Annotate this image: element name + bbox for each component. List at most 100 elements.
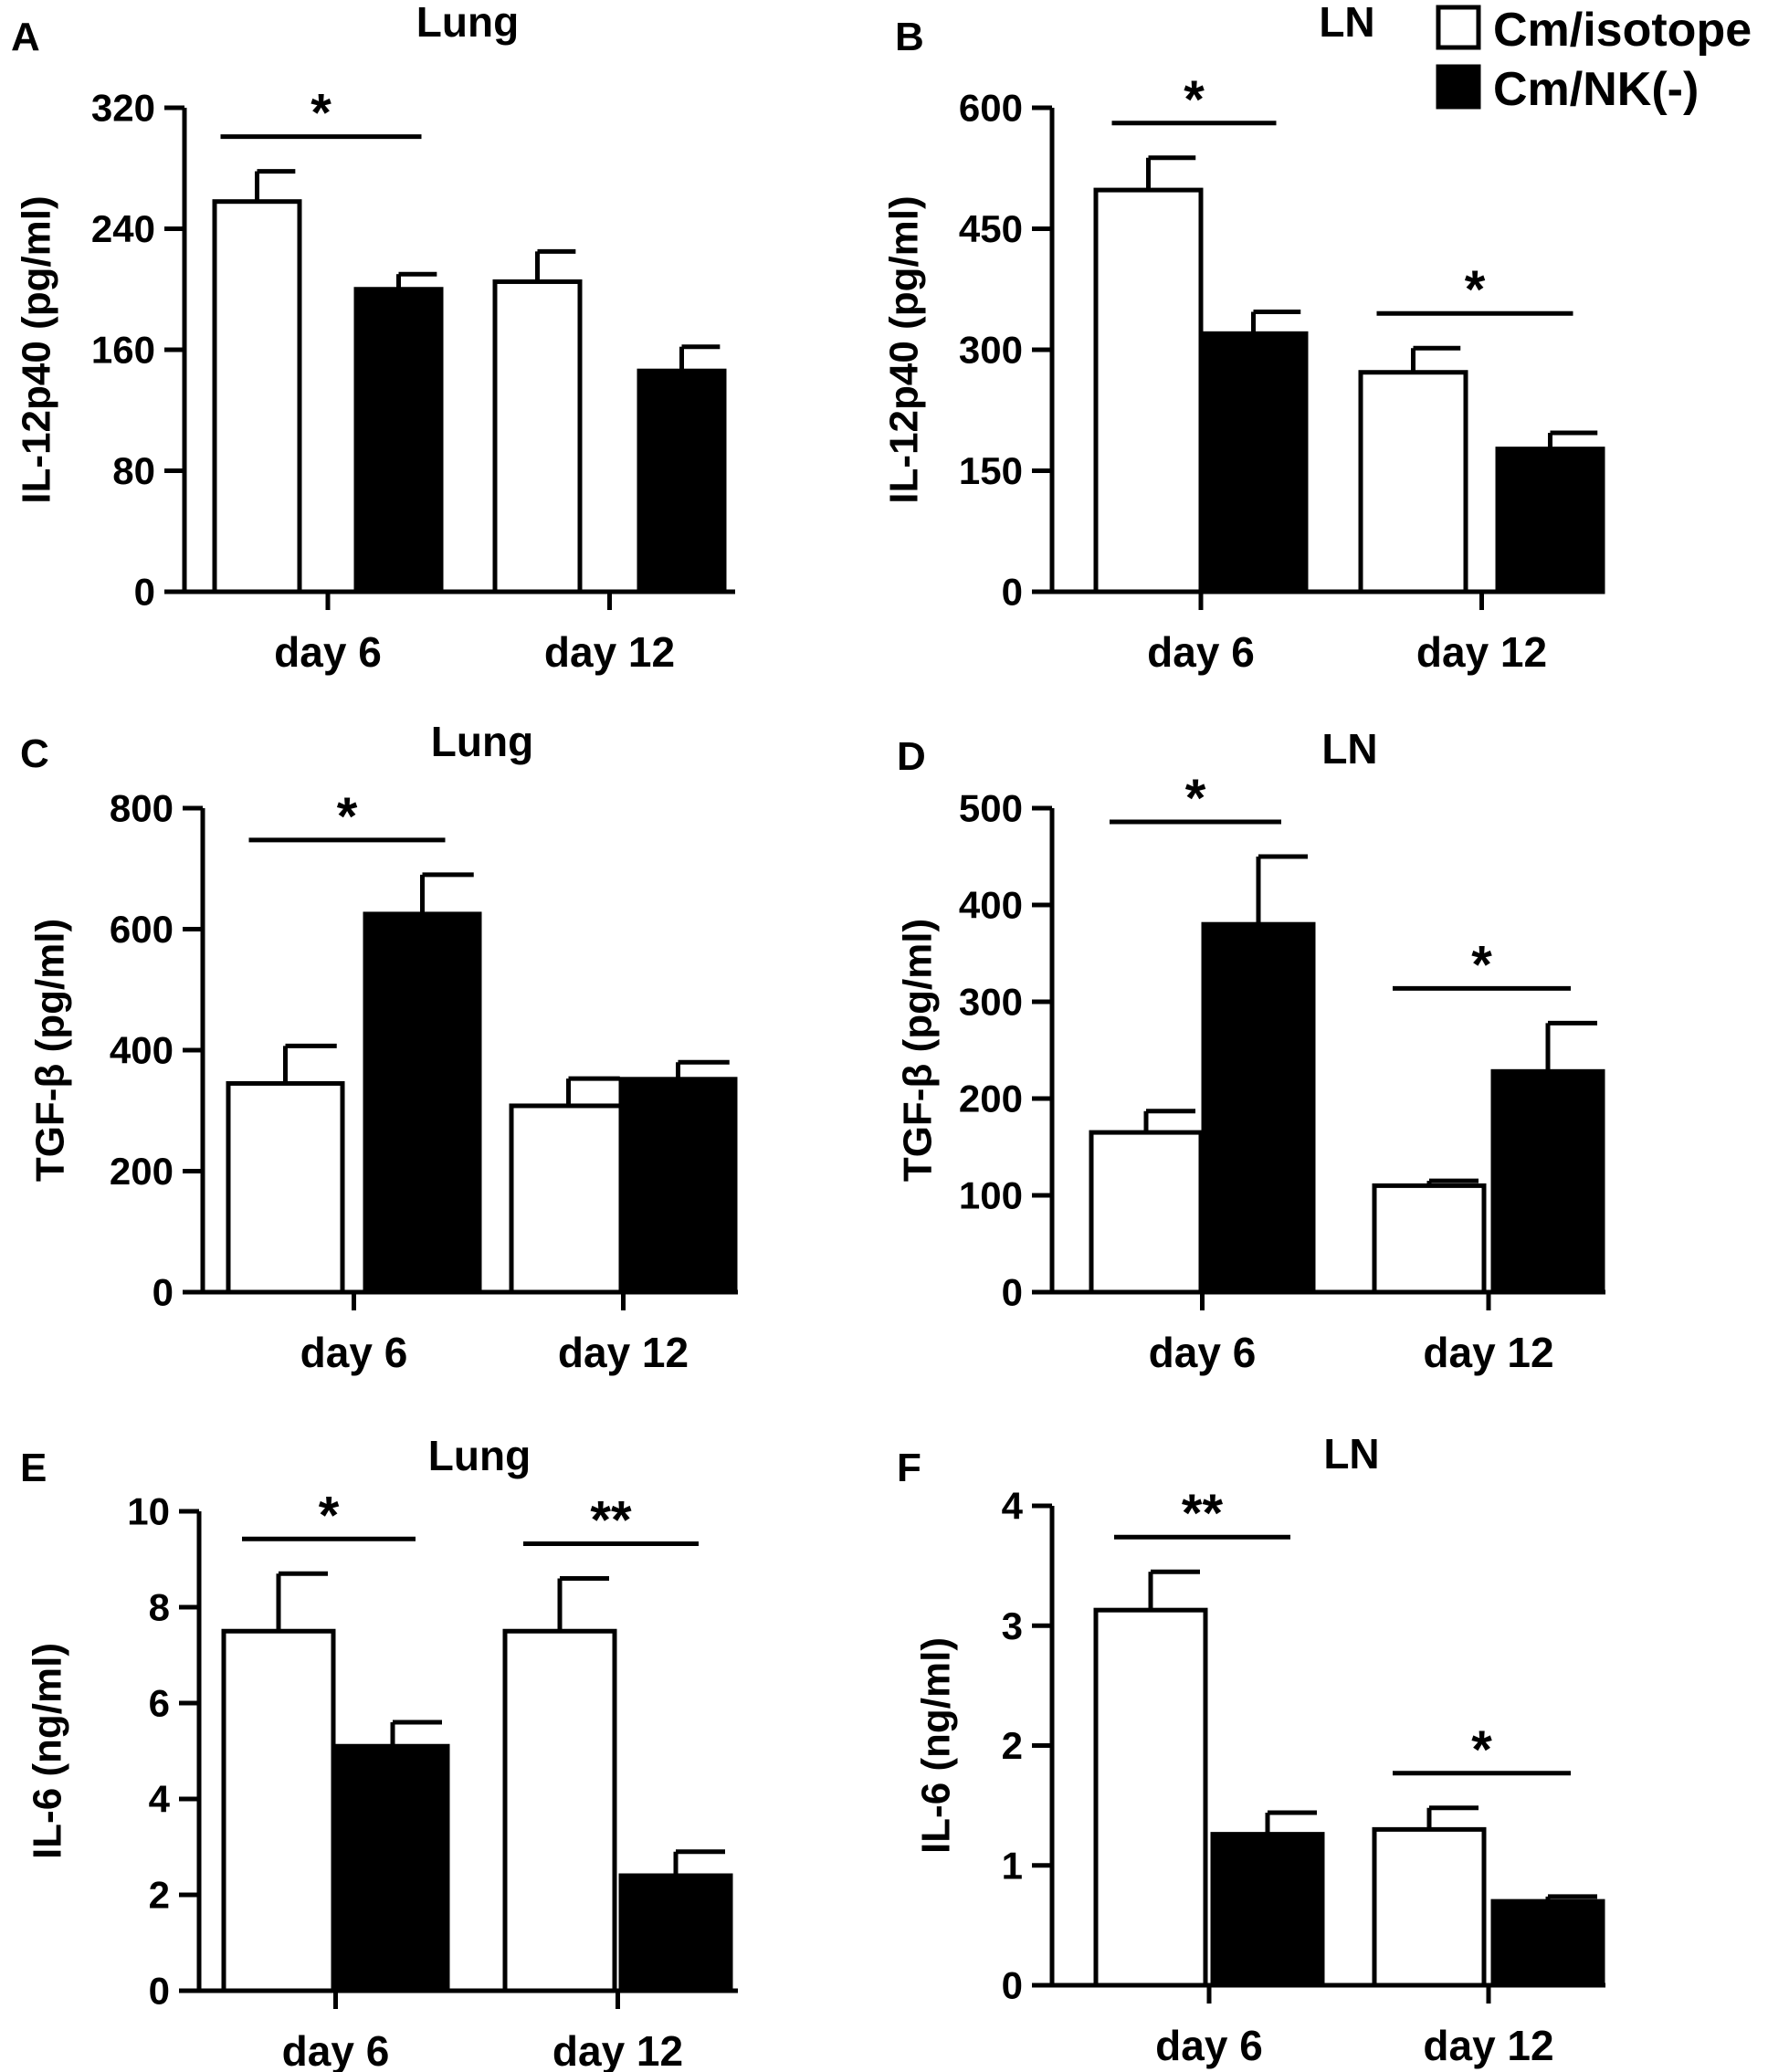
- bar-cm-nk-day-12: [618, 1077, 738, 1295]
- y-tick-label: 10: [127, 1490, 170, 1533]
- bar-cm-nk-day-12: [1490, 1898, 1605, 1988]
- legend-swatch-cm-isotope: [1436, 5, 1481, 50]
- bar-cm-isotope-day-12: [1372, 1826, 1487, 1988]
- x-tick-label: day 12: [1423, 2022, 1553, 2069]
- significance-marker: *: [1471, 935, 1492, 994]
- y-tick-label: 100: [959, 1174, 1023, 1217]
- y-tick-label: 0: [1002, 1271, 1023, 1314]
- bar-cm-nk-day-6: [1198, 331, 1309, 594]
- y-tick-label: 2: [149, 1874, 170, 1917]
- panel-letter: B: [895, 15, 924, 59]
- x-tick-label: day 12: [1423, 1329, 1553, 1376]
- panel-a: A Lung IL-12p40 (pg/ml) 0 80 160 240 320 day 6 da…: [11, 0, 735, 676]
- bar-cm-nk-day-12: [1495, 447, 1605, 594]
- bar-cm-isotope-day-12: [509, 1103, 628, 1295]
- y-tick-label: 0: [1002, 1964, 1023, 2007]
- y-tick-label: 160: [91, 329, 155, 372]
- significance-marker: *: [1185, 769, 1206, 828]
- bar-cm-nk-day-12: [1490, 1068, 1605, 1295]
- y-axis-title: IL-6 (ng/ml): [914, 1637, 959, 1854]
- panel-c: C Lung TGF-β (pg/ml) 0 200 400 600 800 day 6 day …: [20, 718, 738, 1376]
- panel-letter: F: [897, 1446, 921, 1490]
- bar-cm-nk-day-6: [353, 287, 444, 594]
- y-tick-label: 3: [1002, 1604, 1023, 1647]
- panel-letter: A: [11, 15, 40, 59]
- bar-cm-isotope-day-6: [1093, 187, 1204, 594]
- y-tick-label: 80: [112, 449, 155, 492]
- bar-cm-isotope-day-12: [1358, 370, 1468, 594]
- bar-cm-isotope-day-6: [212, 199, 302, 594]
- panel-d: D LN TGF-β (pg/ml) 0 100 200 300 400 500 day 6 day…: [896, 725, 1605, 1376]
- y-tick-label: 0: [1002, 571, 1023, 614]
- panel-title: LN: [1323, 1430, 1379, 1478]
- legend-swatch-cm-nk: [1436, 64, 1481, 110]
- x-tick-label: day 6: [300, 1329, 408, 1376]
- y-tick-label: 450: [959, 207, 1023, 250]
- panel-letter: E: [20, 1446, 47, 1490]
- panel-title: Lung: [431, 718, 533, 765]
- y-tick-label: 400: [959, 884, 1023, 927]
- y-tick-label: 150: [959, 449, 1023, 492]
- x-tick-label: day 6: [282, 2027, 390, 2072]
- x-tick-label: day 6: [1147, 628, 1255, 676]
- x-tick-label: day 6: [1149, 1329, 1257, 1376]
- y-tick-label: 300: [959, 981, 1023, 1024]
- y-axis-title: IL-12p40 (pg/ml): [882, 195, 927, 503]
- bar-cm-nk-day-6: [1201, 921, 1316, 1295]
- bar-cm-isotope-day-6: [1089, 1130, 1204, 1295]
- bar-cm-isotope-day-12: [492, 279, 583, 594]
- x-tick-label: day 12: [552, 2027, 683, 2072]
- x-tick-label: day 12: [558, 1329, 689, 1376]
- panel-title: Lung: [416, 0, 519, 46]
- y-tick-label: 8: [149, 1586, 170, 1629]
- bar-cm-isotope-day-6: [226, 1080, 345, 1295]
- y-tick-label: 200: [110, 1150, 174, 1193]
- y-tick-label: 600: [959, 87, 1023, 130]
- y-tick-label: 320: [91, 87, 155, 130]
- panel-title: LN: [1321, 725, 1377, 773]
- bar-cm-nk-day-12: [618, 1873, 733, 1993]
- y-tick-label: 0: [149, 1970, 170, 2013]
- panel-title: Lung: [428, 1432, 531, 1479]
- y-tick-label: 1: [1002, 1844, 1023, 1887]
- significance-marker: *: [1471, 1720, 1492, 1780]
- legend-label-cm-nk: Cm/NK(-): [1493, 63, 1699, 116]
- panel-b: B LN IL-12p40 (pg/ml) 0 150 300 450 600 day 6 day…: [882, 0, 1605, 676]
- y-tick-label: 800: [110, 787, 174, 830]
- y-tick-label: 400: [110, 1029, 174, 1072]
- significance-marker: **: [1182, 1484, 1224, 1543]
- bar-cm-nk-day-6: [1210, 1832, 1325, 1988]
- significance-marker: *: [1184, 70, 1205, 130]
- y-axis-title: TGF-β (pg/ml): [896, 919, 941, 1182]
- y-tick-label: 4: [149, 1778, 171, 1821]
- y-axis-title: IL-6 (ng/ml): [26, 1643, 70, 1859]
- panel-letter: C: [20, 731, 49, 776]
- y-axis-title: IL-12p40 (pg/ml): [15, 195, 59, 503]
- x-tick-label: day 12: [544, 628, 675, 676]
- legend-label-cm-isotope: Cm/isotope: [1493, 4, 1752, 57]
- y-tick-label: 0: [134, 571, 155, 614]
- y-tick-label: 6: [149, 1682, 170, 1725]
- y-tick-label: 200: [959, 1078, 1023, 1120]
- bar-cm-isotope-day-12: [502, 1628, 617, 1993]
- significance-marker: **: [590, 1491, 632, 1551]
- x-tick-label: day 6: [274, 628, 382, 676]
- x-tick-label: day 12: [1416, 628, 1547, 676]
- y-axis-title: TGF-β (pg/ml): [28, 919, 73, 1182]
- significance-marker: *: [1465, 260, 1486, 320]
- y-tick-label: 500: [959, 787, 1023, 830]
- bar-cm-isotope-day-12: [1372, 1183, 1487, 1295]
- y-tick-label: 240: [91, 207, 155, 250]
- legend: Cm/isotope Cm/NK(-): [1436, 4, 1752, 116]
- bar-cm-isotope-day-6: [221, 1628, 336, 1993]
- significance-marker: *: [310, 84, 331, 143]
- y-tick-label: 600: [110, 908, 174, 951]
- bar-cm-nk-day-12: [637, 368, 727, 594]
- bar-cm-nk-day-6: [335, 1743, 450, 1993]
- y-tick-label: 4: [1002, 1485, 1024, 1528]
- bar-cm-nk-day-6: [363, 911, 482, 1295]
